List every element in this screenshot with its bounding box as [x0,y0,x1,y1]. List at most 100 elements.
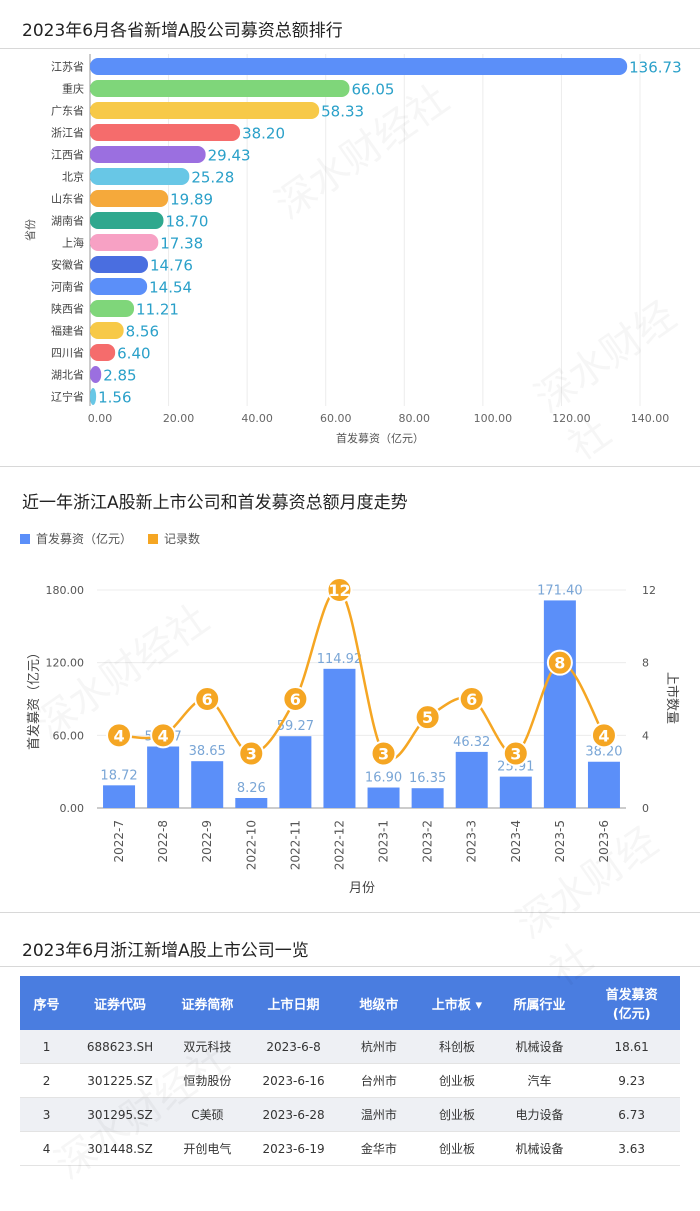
bar[interactable] [499,776,532,808]
bar[interactable] [235,797,268,808]
sort-down-icon[interactable]: ▾ [470,997,482,1013]
line-point[interactable] [150,722,177,749]
bar[interactable] [191,761,224,808]
table-cell: 688623.SH [73,1030,168,1064]
bar[interactable] [455,751,488,808]
line-point-label: 6 [290,690,301,709]
bar[interactable] [90,146,206,163]
table-cell: 2023-6-28 [247,1097,340,1132]
data-label: 8.56 [126,323,159,341]
table-cell: 18.61 [583,1030,680,1064]
y-tick-label: 江苏省 [51,61,84,74]
line-point[interactable] [106,722,133,749]
line-point[interactable] [590,722,617,749]
bar[interactable] [90,300,135,317]
bar[interactable] [90,388,97,405]
line-point[interactable] [282,686,309,712]
data-label: 14.54 [149,279,192,297]
province-chart-title: 2023年6月各省新增A股公司募资总额排行 [22,21,343,41]
x-axis-title: 首发募资（亿元） [336,431,424,445]
bar[interactable] [90,58,628,75]
bar[interactable] [90,102,320,119]
x-tick-label: 2023-2 [421,820,435,863]
table-row[interactable]: 2 301225.SZ 恒勃股份 2023-6-16 台州市 创业板 汽车 9.23 [20,1063,680,1098]
line-point[interactable] [502,740,529,767]
x-tick-label: 100.00 [474,412,513,425]
bar[interactable] [90,234,159,251]
bar-label: 38.65 [189,744,226,759]
legend-swatch [20,534,30,544]
legend-item-fundraising[interactable]: 首发募资（亿元） [20,530,132,547]
table-row[interactable]: 1 688623.SH 双元科技 2023-6-8 杭州市 科创板 机械设备 18.61 [20,1030,680,1064]
bar[interactable] [90,344,116,361]
line-point[interactable] [414,704,441,731]
left-axis-title: 首发募资（亿元） [26,646,42,750]
data-label: 136.73 [629,59,682,77]
data-label: 18.70 [165,213,208,231]
table-title: 2023年6月浙江新增A股上市公司一览 [22,941,309,961]
monthly-chart-title: 近一年浙江A股新上市公司和首发募资总额月度走势 [22,493,408,513]
bar[interactable] [90,80,350,97]
line-point[interactable] [370,740,397,767]
legend-item-count[interactable]: 记录数 [148,530,200,547]
line-point[interactable] [546,649,573,676]
table-row[interactable]: 3 301295.SZ C美硕 2023-6-28 温州市 创业板 电力设备 6.73 [20,1097,680,1132]
bar[interactable] [103,785,136,808]
data-label: 66.05 [351,81,394,99]
line-point[interactable] [194,686,221,712]
bar[interactable] [90,168,190,185]
table-header-cell: 证券代码 [73,976,168,1030]
line-point[interactable] [238,740,265,767]
count-line [118,588,606,760]
bar[interactable] [90,124,241,141]
x-tick-label: 2023-5 [553,820,567,863]
bar-label: 59.27 [277,719,314,734]
x-tick-label: 2023-4 [509,820,523,863]
right-tick-label: 4 [642,729,649,742]
x-tick-label: 20.00 [163,412,195,425]
table-header-cell[interactable]: 上市板 ▾ [418,976,496,1030]
table-cell: 1 [20,1030,74,1064]
line-point-label: 8 [554,654,565,673]
data-label: 2.85 [103,367,136,385]
bar-label: 8.26 [237,781,266,796]
line-point[interactable] [458,686,485,712]
table-cell: 3 [20,1097,74,1132]
divider [0,912,700,913]
bar[interactable] [147,746,180,808]
data-label: 17.38 [160,235,203,253]
left-tick-label: 60.00 [53,729,85,742]
line-point[interactable] [326,577,353,603]
table-row[interactable]: 4 301448.SZ 开创电气 2023-6-19 金华市 创业板 机械设备 3.63 [20,1131,680,1166]
bar[interactable] [367,787,400,808]
data-label: 58.33 [321,103,364,121]
bar[interactable] [90,212,164,229]
bar[interactable] [411,788,444,808]
table-header-cell: 所属行业 [495,976,584,1030]
table-cell: 金华市 [339,1131,419,1166]
bar[interactable] [587,761,620,808]
table-body: 1 688623.SH 双元科技 2023-6-8 杭州市 科创板 机械设备 18.61 2 30… [20,1030,680,1166]
bar[interactable] [90,322,124,339]
bar[interactable] [90,190,169,207]
data-label: 25.28 [191,169,234,187]
x-tick-label: 2023-6 [597,820,611,863]
y-tick-label: 湖南省 [51,215,84,228]
line-point-label: 12 [328,581,350,600]
bar[interactable] [90,256,148,273]
bar[interactable] [279,736,312,808]
bar[interactable] [90,366,102,383]
data-label: 38.20 [242,125,285,143]
bar[interactable] [90,278,148,295]
x-axis-title: 月份 [349,881,375,896]
right-tick-label: 0 [642,802,649,815]
legend-label: 首发募资（亿元） [36,532,133,546]
x-tick-label: 0.00 [88,412,113,425]
left-tick-label: 180.00 [46,584,85,597]
bar[interactable] [543,600,576,808]
table-header-cell: 序号 [20,976,74,1030]
bar[interactable] [323,668,356,808]
line-point-label: 3 [510,745,521,764]
y-tick-label: 河南省 [51,281,84,294]
bar-label: 46.32 [453,735,490,750]
